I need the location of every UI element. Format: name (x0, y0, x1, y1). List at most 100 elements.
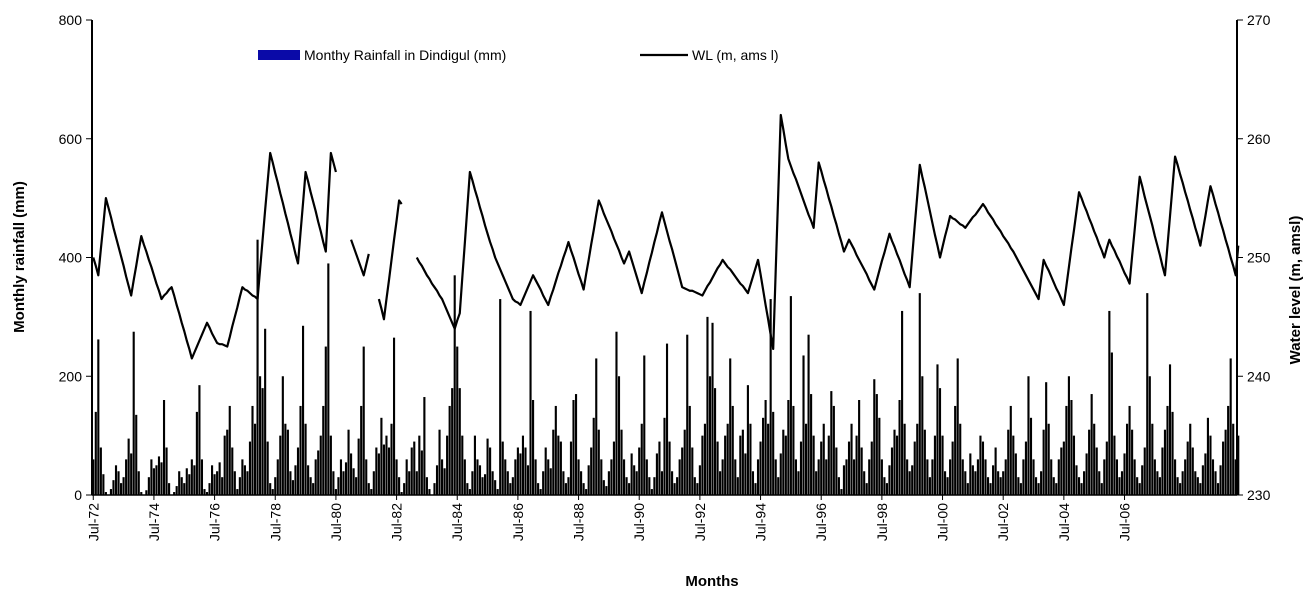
bar (165, 447, 168, 495)
bar (468, 489, 471, 495)
bar (441, 459, 444, 495)
bar (195, 411, 198, 495)
x-tick-label: Jul-98 (874, 503, 890, 541)
wl-line (92, 113, 1240, 360)
bar (595, 358, 598, 495)
bar (764, 400, 767, 495)
bar (966, 483, 969, 495)
bar (155, 465, 158, 495)
bar (1012, 435, 1015, 495)
bar (173, 492, 176, 495)
bar (1174, 459, 1177, 495)
bar (1176, 477, 1179, 495)
bar (653, 477, 656, 495)
bar (438, 429, 441, 495)
bar (481, 477, 484, 495)
bar (673, 483, 676, 495)
bar (981, 441, 985, 495)
bar (501, 441, 504, 495)
bar (1158, 477, 1161, 495)
bar (1037, 483, 1040, 495)
bar (365, 459, 368, 495)
bar (724, 435, 727, 495)
bar (1232, 423, 1235, 495)
bar (251, 405, 254, 495)
bar (132, 331, 135, 495)
bar (200, 459, 204, 495)
bar (1191, 447, 1194, 495)
bar (746, 385, 749, 495)
bar (102, 474, 105, 495)
bar (428, 489, 431, 495)
bar (938, 388, 942, 495)
bar (544, 447, 547, 495)
bar (559, 441, 562, 495)
bar (1029, 417, 1033, 495)
bar (956, 358, 959, 495)
bar (1125, 423, 1129, 495)
bar (916, 423, 919, 495)
bar (458, 388, 461, 495)
bar (423, 397, 426, 495)
bar (650, 489, 653, 495)
bar (509, 483, 512, 495)
bar (339, 459, 343, 495)
bar (342, 471, 345, 495)
bar (223, 435, 226, 495)
bar (130, 453, 133, 495)
bar (208, 483, 211, 495)
bar (706, 316, 709, 495)
bar (989, 483, 992, 495)
bar (281, 376, 284, 495)
bar (104, 492, 107, 495)
bar (1181, 471, 1184, 495)
bar (1136, 477, 1139, 495)
bar (883, 477, 886, 495)
bar (562, 471, 565, 495)
bar (1100, 483, 1103, 495)
bar (736, 477, 739, 495)
bar (1194, 471, 1197, 495)
bar (597, 429, 600, 495)
bar (1206, 417, 1209, 495)
bar (496, 489, 499, 495)
x-tick-label: Jul-92 (692, 503, 708, 541)
bar (367, 483, 370, 495)
bar (264, 328, 267, 495)
bar (782, 429, 785, 495)
bar (807, 334, 810, 495)
bar (1080, 483, 1083, 495)
bar (590, 447, 593, 495)
bar (478, 465, 482, 495)
bar (1168, 364, 1172, 495)
bar (392, 337, 396, 495)
bar (971, 465, 974, 495)
bar (630, 453, 633, 495)
y-tick-label: 0 (74, 487, 82, 503)
bar (370, 489, 373, 495)
bar (1105, 441, 1108, 495)
bar (296, 447, 300, 495)
bar (840, 489, 843, 495)
bar (895, 435, 899, 495)
bar (820, 441, 823, 495)
bar (708, 376, 712, 495)
bar (526, 465, 530, 495)
bar (999, 477, 1002, 495)
bar (317, 450, 320, 495)
bar (817, 459, 820, 495)
bar (360, 405, 363, 495)
bar (1211, 459, 1215, 495)
bar (744, 453, 747, 495)
bar (241, 459, 244, 495)
x-tick-label: Jul-02 (995, 503, 1011, 541)
bar (1161, 447, 1164, 495)
x-tick-label: Jul-76 (207, 503, 223, 541)
bar (845, 459, 848, 495)
bar (147, 477, 150, 495)
bar (602, 480, 605, 495)
bar (1113, 435, 1116, 495)
bar (125, 459, 128, 495)
bar (921, 376, 924, 495)
